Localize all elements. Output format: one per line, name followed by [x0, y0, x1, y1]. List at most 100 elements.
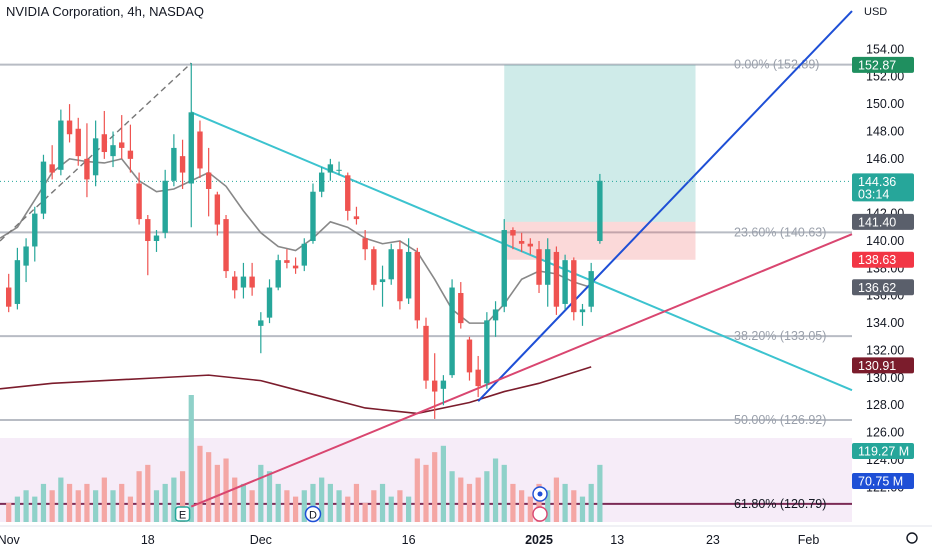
volume-bar-14 — [127, 496, 134, 522]
candle-28 — [249, 276, 255, 288]
price-tag-sub-1: 03:14 — [858, 187, 889, 201]
volume-bar-1 — [14, 496, 20, 522]
news-marker-dot-icon — [537, 491, 543, 497]
fib-label-1: 23.60% (140.63) — [734, 225, 826, 239]
y-tick-6: 134.00 — [866, 316, 904, 330]
volume-bar-12 — [110, 490, 116, 522]
y-tick-9: 140.00 — [866, 234, 904, 248]
y-tick-3: 128.00 — [866, 398, 904, 412]
volume-bar-51 — [449, 471, 455, 522]
volume-bar-21 — [188, 395, 194, 522]
volume-bar-3 — [32, 496, 38, 522]
price-tag-text-6: 119.27 M — [858, 445, 909, 459]
candle-49 — [431, 380, 438, 392]
candle-11 — [101, 134, 108, 153]
volume-bar-6 — [58, 477, 64, 522]
candle-65 — [571, 260, 577, 313]
x-tick-2: Dec — [250, 533, 272, 547]
marker-label-1: D — [309, 510, 317, 522]
volume-bar-55 — [484, 471, 490, 522]
volume-bar-33 — [292, 496, 299, 522]
volume-bar-23 — [206, 452, 212, 522]
candle-12 — [110, 145, 116, 157]
price-tag-3 — [852, 251, 914, 268]
volume-bar-0 — [6, 502, 12, 522]
chart-title: NVIDIA Corporation, 4h, NASDAQ — [6, 4, 204, 19]
candle-55 — [484, 320, 490, 384]
candle-58 — [510, 230, 516, 236]
price-tag-5 — [852, 357, 914, 374]
price-tag-7 — [852, 473, 914, 489]
candle-7 — [66, 120, 73, 135]
price-tag-text-1: 144.36 — [858, 175, 896, 189]
candle-13 — [119, 142, 125, 148]
candle-43 — [379, 279, 386, 283]
candle-16 — [145, 219, 151, 241]
y-tick-4: 130.00 — [866, 371, 904, 385]
candle-10 — [92, 138, 99, 176]
candle-4 — [40, 161, 47, 214]
volume-bar-10 — [93, 490, 99, 522]
x-tick-6: 23 — [706, 533, 720, 547]
volume-bar-53 — [466, 483, 473, 522]
settings-icon — [906, 532, 918, 544]
candle-37 — [327, 164, 334, 173]
volume-bar-9 — [84, 483, 90, 522]
trend-line-blue — [477, 10, 853, 402]
x-tick-0: Nov — [0, 533, 21, 547]
volume-bar-49 — [432, 452, 438, 522]
candle-53 — [466, 339, 473, 373]
volume-bar-2 — [23, 490, 29, 522]
moving-average-dark — [0, 366, 592, 415]
volume-bar-24 — [214, 464, 220, 522]
x-tick-1: 18 — [141, 533, 155, 547]
candle-27 — [240, 276, 247, 288]
candle-52 — [458, 293, 464, 324]
volume-bar-37 — [327, 483, 333, 522]
volume-bar-45 — [397, 490, 403, 522]
marker-label-0: E — [179, 510, 186, 522]
volume-bar-7 — [66, 483, 73, 522]
volume-bar-56 — [492, 458, 499, 522]
candle-61 — [536, 249, 542, 285]
price-tag-0 — [852, 56, 914, 73]
volume-bar-52 — [458, 477, 464, 522]
volume-bar-25 — [223, 458, 229, 522]
volume-bar-39 — [345, 496, 351, 522]
candle-44 — [388, 249, 394, 280]
price-tag-4 — [852, 279, 914, 296]
price-tag-text-7: 70.75 M — [858, 475, 903, 489]
candle-39 — [345, 175, 351, 211]
volume-bar-43 — [379, 483, 386, 522]
volume-bar-22 — [197, 445, 203, 522]
fib-label-3: 50.00% (126.92) — [734, 413, 826, 427]
volume-bar-38 — [336, 490, 342, 522]
candle-29 — [258, 320, 264, 326]
candle-60 — [527, 243, 534, 247]
volume-bar-31 — [275, 483, 281, 522]
x-tick-5: 13 — [610, 533, 624, 547]
price-tag-text-3: 138.63 — [858, 253, 896, 267]
price-tag-text-0: 152.87 — [858, 58, 896, 72]
dividend-marker-1 — [304, 505, 322, 523]
candle-64 — [562, 260, 568, 304]
volume-bar-68 — [597, 464, 603, 522]
candle-21 — [188, 112, 194, 184]
candle-0 — [5, 287, 12, 307]
price-tag-2 — [852, 213, 914, 230]
candle-33 — [292, 265, 299, 269]
candle-30 — [266, 287, 273, 318]
candle-31 — [275, 260, 281, 288]
candle-59 — [518, 240, 525, 244]
volume-bar-66 — [579, 496, 586, 522]
candle-41 — [362, 238, 368, 250]
event-marker-icon — [532, 506, 548, 522]
settings-gear-icon — [906, 532, 918, 544]
volume-bar-63 — [553, 477, 560, 522]
volume-bar-64 — [562, 483, 568, 522]
volume-bar-58 — [510, 483, 516, 522]
volume-bar-65 — [571, 490, 577, 522]
candle-18 — [162, 180, 168, 233]
volume-bar-30 — [266, 471, 273, 522]
